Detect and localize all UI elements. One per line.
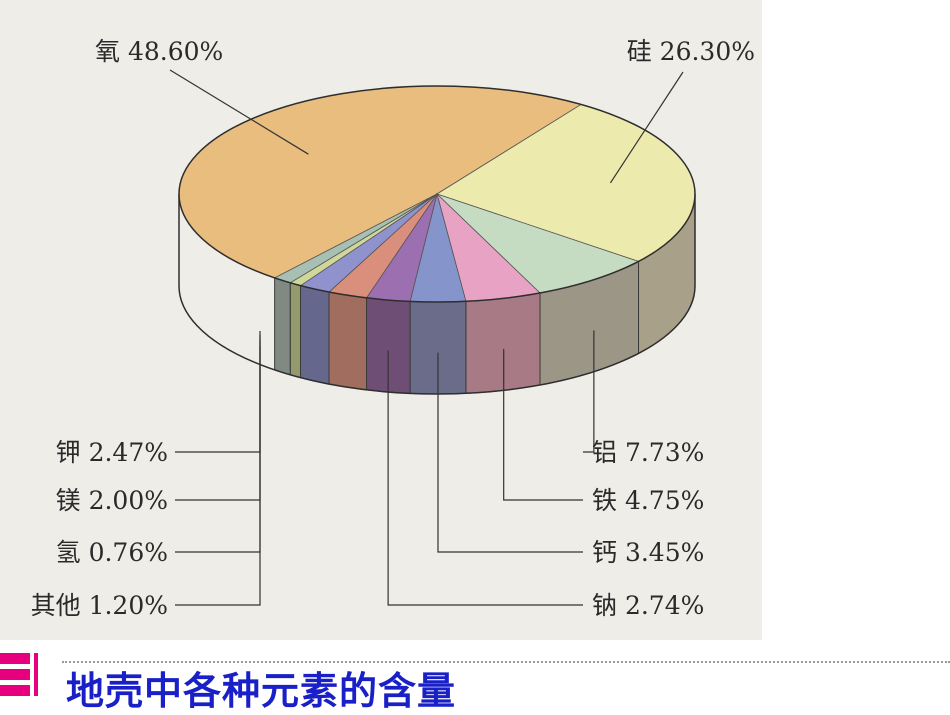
leader-镁 (175, 339, 261, 501)
pie-base-outline (178, 194, 696, 395)
caption-divider (62, 661, 950, 663)
label-钙: 钙 3.45% (592, 538, 704, 567)
label-镁: 镁 2.00% (56, 486, 168, 515)
leader-氢 (175, 334, 261, 553)
label-铁: 铁 4.75% (592, 486, 704, 515)
pie-side-9 (274, 277, 291, 376)
slide-bullet-icon (0, 653, 38, 696)
leader-钾 (175, 345, 261, 453)
leader-硅 (609, 71, 684, 184)
leader-其他 (175, 331, 261, 606)
label-钾: 钾 2.47% (56, 438, 168, 467)
leader-铁 (503, 348, 583, 501)
leader-铝 (583, 330, 595, 453)
pie-top (178, 85, 696, 303)
caption-bar: 地壳中各种元素的含量 (0, 640, 950, 713)
label-其他: 其他 1.20% (31, 591, 168, 620)
leader-钙 (437, 352, 583, 553)
chart-figure: 氧 48.60% 硅 26.30% 铝 7.73% 铁 4.75% 钙 3.45% 钠 2… (0, 0, 762, 640)
pie-side-3 (465, 292, 541, 394)
pie-chart: 氧 48.60% 硅 26.30% 铝 7.73% 铁 4.75% 钙 3.45% 钠 2… (31, 37, 755, 620)
label-氢: 氢 0.76% (56, 538, 168, 567)
label-钠: 钠 2.74% (592, 591, 704, 620)
chart-title: 地壳中各种元素的含量 (66, 669, 457, 713)
pie-top-outline (178, 85, 696, 303)
leader-氧 (169, 69, 309, 155)
label-铝: 铝 7.73% (592, 438, 704, 467)
leader-钠 (387, 350, 583, 606)
pie-side-8 (289, 282, 301, 379)
label-硅: 硅 26.30% (627, 37, 755, 66)
pie-side-6 (328, 291, 368, 391)
pie-labels: 氧 48.60% 硅 26.30% 铝 7.73% 铁 4.75% 钙 3.45% 钠 2… (31, 37, 755, 620)
pie-side-7 (299, 284, 330, 385)
label-氧: 氧 48.60% (95, 37, 223, 66)
